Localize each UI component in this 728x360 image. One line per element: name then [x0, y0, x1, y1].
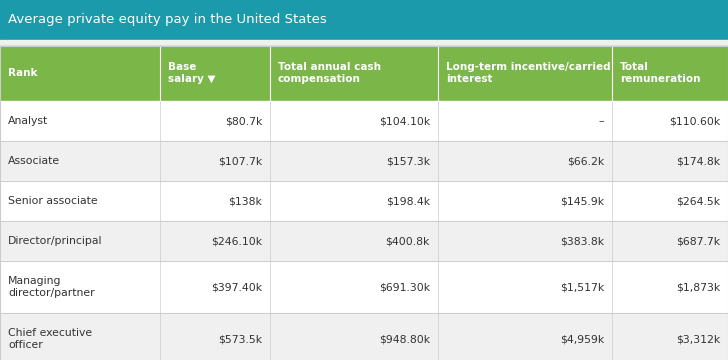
Text: Rank: Rank — [8, 68, 38, 78]
Text: $1,873k: $1,873k — [676, 282, 720, 292]
Text: Chief executive
officer: Chief executive officer — [8, 328, 92, 350]
Text: $80.7k: $80.7k — [225, 116, 262, 126]
Bar — [0, 46, 728, 360]
Text: Associate: Associate — [8, 156, 60, 166]
Text: $107.7k: $107.7k — [218, 156, 262, 166]
Bar — [0, 261, 728, 313]
Text: $145.9k: $145.9k — [560, 196, 604, 206]
Text: Total annual cash
compensation: Total annual cash compensation — [278, 63, 381, 85]
Text: $138k: $138k — [228, 196, 262, 206]
Text: Managing
director/partner: Managing director/partner — [8, 276, 95, 298]
Text: $66.2k: $66.2k — [567, 156, 604, 166]
Text: $104.10k: $104.10k — [379, 116, 430, 126]
Text: $573.5k: $573.5k — [218, 334, 262, 344]
Bar — [0, 221, 728, 261]
Text: Total
remuneration: Total remuneration — [620, 63, 700, 85]
Bar — [0, 141, 728, 181]
Text: Long-term incentive/carried
interest: Long-term incentive/carried interest — [446, 63, 611, 85]
Text: $174.8k: $174.8k — [676, 156, 720, 166]
Text: Senior associate: Senior associate — [8, 196, 98, 206]
Text: $110.60k: $110.60k — [669, 116, 720, 126]
Text: $397.40k: $397.40k — [211, 282, 262, 292]
Text: $3,312k: $3,312k — [676, 334, 720, 344]
Text: $198.4k: $198.4k — [386, 196, 430, 206]
Text: Director/principal: Director/principal — [8, 236, 103, 246]
Bar — [0, 101, 728, 141]
Text: Base
salary ▼: Base salary ▼ — [168, 63, 215, 85]
Text: $246.10k: $246.10k — [211, 236, 262, 246]
Text: $157.3k: $157.3k — [386, 156, 430, 166]
Text: –: – — [598, 116, 604, 126]
Text: $948.80k: $948.80k — [379, 334, 430, 344]
Text: $691.30k: $691.30k — [379, 282, 430, 292]
Bar — [0, 0, 728, 40]
Bar — [0, 313, 728, 360]
Text: Analyst: Analyst — [8, 116, 48, 126]
Text: Average private equity pay in the United States: Average private equity pay in the United… — [8, 13, 327, 27]
Text: $4,959k: $4,959k — [560, 334, 604, 344]
Text: $383.8k: $383.8k — [560, 236, 604, 246]
Text: $1,517k: $1,517k — [560, 282, 604, 292]
Bar — [0, 181, 728, 221]
Bar — [0, 46, 728, 101]
Text: $400.8k: $400.8k — [386, 236, 430, 246]
Text: $687.7k: $687.7k — [676, 236, 720, 246]
Bar — [0, 40, 728, 46]
Text: $264.5k: $264.5k — [676, 196, 720, 206]
